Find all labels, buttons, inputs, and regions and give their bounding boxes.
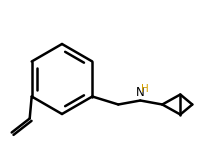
Text: N: N [136, 86, 145, 98]
Text: H: H [141, 83, 149, 93]
